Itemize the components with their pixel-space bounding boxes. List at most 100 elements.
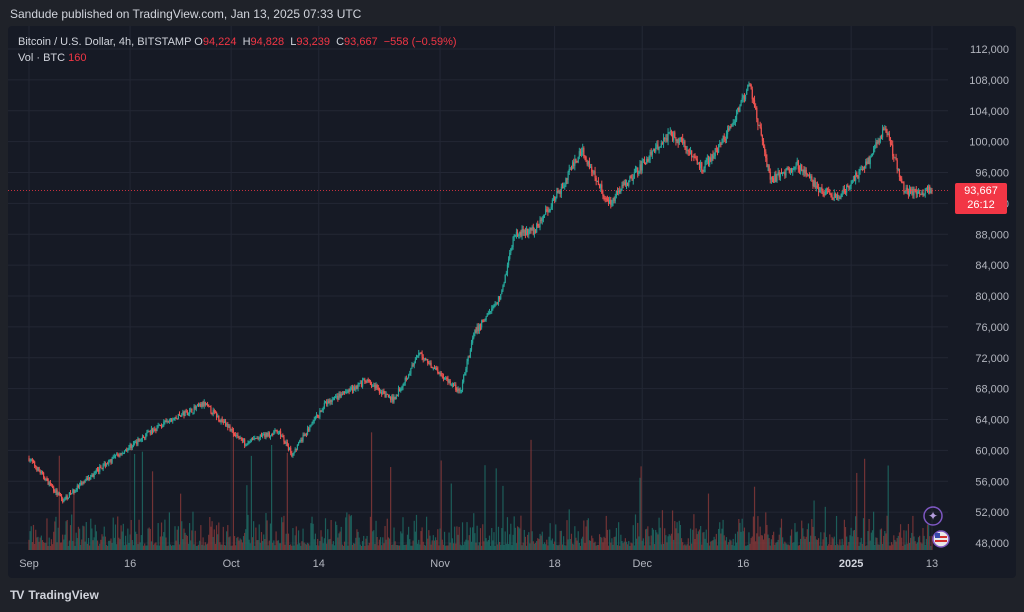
candle-body (63, 500, 65, 503)
candle-body (270, 434, 273, 436)
candle-body (829, 191, 831, 195)
volume-bar (652, 529, 655, 550)
candle-body (880, 136, 883, 138)
candle-body (718, 145, 720, 153)
volume-bar (150, 541, 153, 550)
candle-body (694, 157, 696, 159)
candle-body (722, 135, 724, 143)
volume-bar (275, 531, 277, 550)
candle-body (245, 444, 247, 446)
candle-body (475, 330, 477, 333)
candle-body (104, 463, 106, 467)
candle-body (329, 400, 331, 404)
volume-bar (217, 534, 219, 550)
volume-bar (810, 535, 812, 550)
candle-body (240, 438, 242, 440)
candle-body (246, 443, 248, 445)
candle-body (819, 189, 821, 193)
candle-body (688, 151, 691, 153)
candle-body (527, 228, 529, 236)
volume-bar (233, 536, 236, 550)
volume-bar (133, 453, 136, 550)
footer-brand[interactable]: TV TradingView (10, 588, 99, 602)
volume-bar (232, 434, 235, 550)
x-tick-label: 16 (737, 558, 749, 570)
candle-body (857, 175, 859, 179)
volume-bar (532, 541, 534, 550)
candle-body (931, 190, 933, 193)
volume-bar (820, 532, 822, 550)
volume-bar (28, 539, 30, 550)
candle-body (774, 174, 776, 183)
candle-body (361, 380, 364, 387)
candle-body (730, 126, 732, 128)
volume-bar (295, 526, 297, 550)
volume-bar (684, 544, 686, 550)
candle-body (910, 188, 912, 194)
volume-bar (844, 527, 847, 550)
candle-body (638, 171, 640, 175)
candle-body (142, 436, 145, 438)
volume-bar (410, 545, 412, 550)
candle-body (682, 138, 684, 144)
candle-body (734, 120, 737, 123)
volume-bar (536, 541, 538, 550)
volume-bar (546, 539, 548, 550)
x-tick-label: 14 (313, 558, 325, 570)
candle-body (348, 390, 350, 392)
candle-body (189, 409, 191, 414)
candle-body (902, 182, 904, 184)
candle-body (337, 396, 339, 400)
candle-body (119, 453, 121, 457)
candle-body (514, 234, 516, 236)
volume-bar (439, 528, 441, 550)
candle-body (707, 158, 710, 165)
candle-body (374, 385, 376, 389)
candlestick-chart[interactable]: 112,000108,000104,000100,00096,00092,000… (8, 26, 1016, 578)
candle-body (267, 432, 269, 437)
volume-bar (716, 545, 719, 550)
candle-body (825, 189, 828, 191)
volume-bar (633, 545, 635, 550)
candle-body (655, 147, 657, 152)
chart-panel[interactable]: 112,000108,000104,000100,00096,00092,000… (8, 26, 1016, 578)
volume-bar (58, 455, 60, 550)
volume-bar (448, 532, 450, 550)
volume-bar (653, 544, 656, 550)
candle-body (704, 161, 706, 168)
volume-bar (649, 545, 651, 550)
volume-bar (861, 543, 863, 550)
candle-body (288, 447, 291, 451)
volume-bar (865, 545, 867, 550)
candle-body (392, 396, 394, 402)
candle-body (485, 316, 487, 321)
volume-bar (203, 545, 205, 550)
candle-body (869, 157, 871, 165)
candle-body (662, 138, 665, 144)
candle-body (309, 427, 311, 431)
volume-bar (724, 540, 726, 550)
volume-bar (824, 506, 826, 550)
candle-body (58, 492, 60, 496)
volume-bar (689, 528, 692, 550)
volume-bar (415, 514, 418, 550)
volume-bar (354, 543, 356, 550)
volume-bar (301, 541, 303, 550)
volume-bar (256, 540, 258, 550)
candle-body (303, 434, 305, 436)
volume-bar (347, 545, 349, 550)
volume-bar (399, 545, 401, 550)
volume-bar (82, 525, 84, 550)
candle-body (770, 177, 772, 180)
candle-body (464, 373, 466, 376)
candle-body (209, 406, 211, 408)
candle-body (732, 122, 734, 125)
candle-body (445, 377, 447, 379)
volume-bar (111, 542, 113, 550)
candle-body (284, 441, 286, 444)
volume-bar (563, 536, 565, 550)
volume-bar (411, 545, 413, 550)
candle-body (390, 396, 392, 400)
candle-body (890, 144, 893, 146)
candle-body (49, 482, 51, 486)
